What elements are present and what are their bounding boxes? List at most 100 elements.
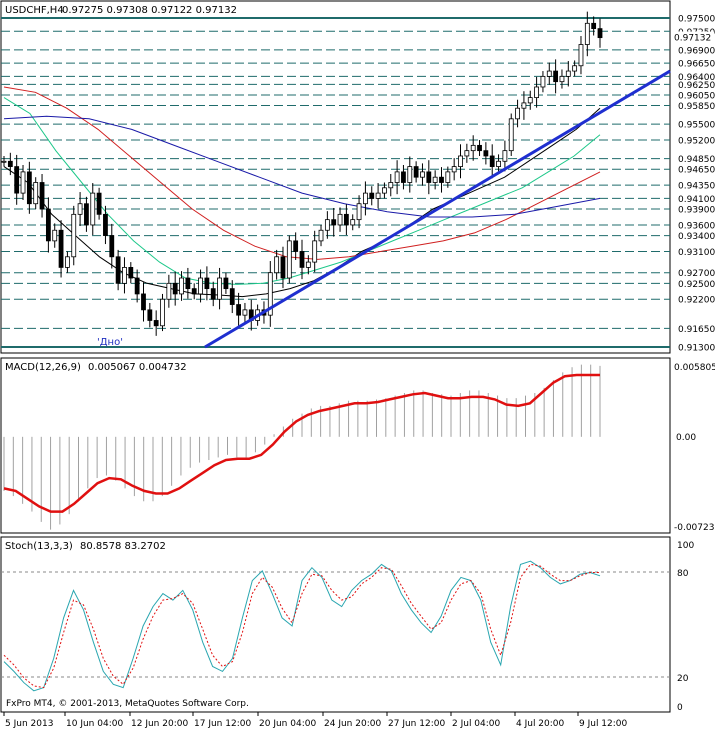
price-tick-label: 0.93600 (678, 221, 715, 231)
candle-body (413, 166, 419, 178)
candle-body (324, 219, 330, 231)
stoch-tick-100: 100 (677, 541, 694, 551)
price-tick-label: 0.94850 (678, 155, 715, 165)
candle-body (77, 203, 83, 215)
candle-body (527, 97, 533, 104)
candle-body (597, 28, 603, 39)
candle-body (496, 160, 501, 167)
candle-body (26, 171, 32, 205)
candle-body (356, 203, 362, 221)
candle-body (382, 187, 387, 194)
candle-body (96, 192, 102, 215)
macd-signal-line (3, 373, 600, 513)
candle-body (280, 256, 286, 279)
candle-body (229, 288, 235, 305)
candle-body (52, 229, 58, 242)
time-tick-label: 17 Jun 12:00 (194, 719, 251, 729)
stoch-signal-line (3, 563, 600, 689)
current-price-tag (671, 31, 714, 42)
candle-body (363, 192, 368, 205)
bottom-annotation: 'Дно' (97, 337, 123, 348)
price-tick-label: 0.95500 (678, 121, 715, 131)
candlesticks (1, 11, 603, 336)
moving-average-line (3, 107, 601, 298)
candle-body (337, 213, 343, 226)
candle-body (508, 118, 514, 152)
candle-body (299, 251, 305, 268)
candle-body (45, 208, 51, 242)
price-tick-label: 0.94350 (678, 182, 715, 192)
macd-tick-bottom: -0.00723 (674, 523, 714, 533)
macd-signal-group (3, 373, 600, 513)
candle-body (204, 277, 210, 290)
candle-body (122, 267, 127, 284)
price-tick-label: 0.95850 (678, 102, 715, 112)
candle-body (7, 160, 13, 167)
price-tick-label: 0.92700 (678, 269, 715, 279)
macd-values: 0.005067 0.004732 (88, 362, 187, 373)
candle-body (115, 256, 121, 284)
macd-panel (0, 357, 671, 534)
candle-body (1, 160, 7, 163)
macd-tick-top: 0.005805 (674, 363, 715, 373)
candle-body (185, 277, 191, 290)
candle-body (286, 240, 292, 279)
candle-body (134, 277, 140, 295)
stoch-lines (3, 560, 601, 692)
candle-body (375, 192, 381, 199)
macd-tick-zero: 0.00 (676, 433, 696, 443)
time-tick-label: 4 Jul 20:00 (516, 719, 565, 729)
stoch-tick-20: 20 (677, 674, 689, 684)
candle-body (464, 150, 470, 157)
candle-body (521, 102, 527, 109)
candle-body (312, 240, 318, 263)
candle-body (153, 320, 159, 327)
candle-body (267, 272, 273, 316)
candle-body (103, 213, 108, 236)
trendline-group (204, 69, 671, 349)
candle-body (565, 70, 571, 77)
price-tick-label: 0.96050 (678, 91, 715, 101)
candle-body (242, 309, 248, 316)
candle-body (401, 171, 406, 183)
price-tick-label: 0.94650 (678, 166, 715, 176)
candle-body (470, 144, 476, 152)
candle-body (553, 70, 559, 83)
candle-body (210, 288, 216, 300)
price-tick-label: 0.93400 (678, 232, 715, 242)
candle-body (128, 267, 134, 279)
time-tick-label: 12 Jun 20:00 (131, 719, 188, 729)
candle-body (458, 155, 463, 167)
stoch-panel (0, 536, 671, 713)
candle-body (318, 229, 324, 242)
candle-body (546, 70, 552, 77)
time-tick-label: 5 Jun 2013 (5, 719, 53, 729)
price-panel (0, 0, 671, 354)
stoch-values: 80.8578 83.2702 (80, 541, 166, 552)
stoch-title: Stoch(13,3,3) (5, 541, 73, 552)
time-axis: 5 Jun 2013 10 Jun 04:00 12 Jun 20:00 17 Jun… (3, 712, 628, 729)
candle-body (198, 277, 203, 295)
candle-body (141, 293, 146, 311)
current-price-label: 0.97132 (674, 34, 711, 44)
price-tick-label: 0.94100 (678, 195, 715, 205)
moving-average-line (3, 115, 601, 218)
candle-body (591, 22, 597, 30)
candle-body (394, 171, 400, 183)
candle-body (274, 256, 280, 274)
price-tick-label: 0.96900 (678, 46, 715, 56)
candle-body (305, 261, 311, 268)
chart-title: USDCHF,H4 (5, 5, 64, 16)
candle-body (445, 171, 451, 183)
time-tick-label: 10 Jun 04:00 (66, 719, 123, 729)
candle-body (223, 277, 229, 290)
price-tick-label: 0.91650 (678, 325, 715, 335)
price-tick-label: 0.97500 (678, 15, 715, 25)
candle-body (71, 213, 77, 258)
candle-body (65, 256, 70, 268)
price-tick-label: 0.92500 (678, 280, 715, 290)
candle-body (584, 22, 590, 45)
price-tick-label: 0.96250 (678, 81, 715, 91)
price-tick-label: 0.93900 (678, 206, 715, 216)
